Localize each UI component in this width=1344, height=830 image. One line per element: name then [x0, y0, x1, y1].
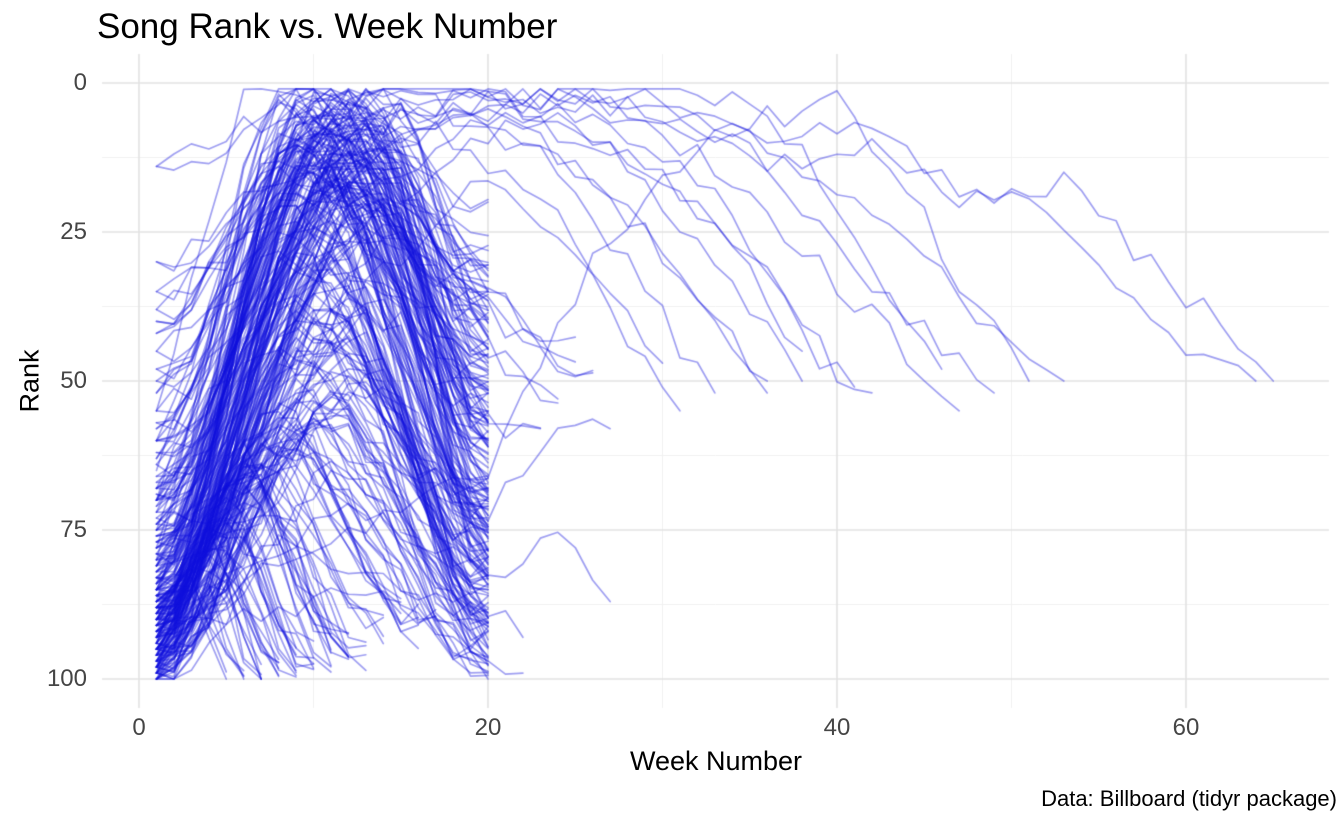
y-tick-label: 0 [73, 69, 87, 96]
y-axis-title: Rank [14, 349, 45, 413]
x-axis-title: Week Number [629, 746, 803, 776]
x-tick-label: 60 [1172, 714, 1200, 741]
chart-title: Song Rank vs. Week Number [97, 7, 558, 46]
y-tick-label: 75 [60, 516, 87, 543]
y-tick-label: 25 [60, 218, 87, 245]
x-tick-label: 20 [474, 714, 502, 741]
y-tick-label: 100 [46, 665, 87, 692]
x-tick-label: 0 [132, 714, 146, 741]
x-tick-label: 40 [823, 714, 851, 741]
y-tick-label: 50 [60, 367, 87, 394]
chart-caption: Data: Billboard (tidyr package) [1041, 786, 1337, 811]
